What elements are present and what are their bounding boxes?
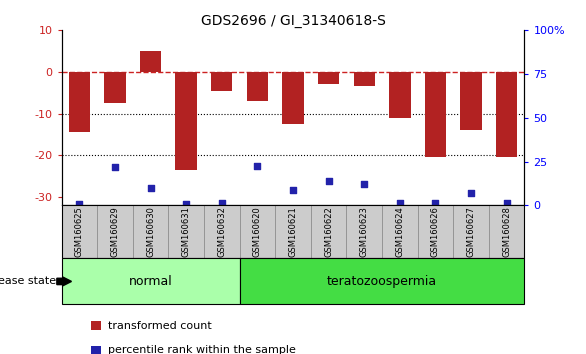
Bar	[104, 72, 125, 103]
Text: disease state: disease state	[0, 276, 56, 286]
Point	[324, 178, 333, 184]
Text: GSM160620: GSM160620	[253, 206, 262, 257]
Point	[146, 185, 155, 190]
Point	[360, 182, 369, 187]
Bar	[282, 72, 304, 124]
Point	[182, 201, 191, 206]
Text: GSM160632: GSM160632	[217, 206, 226, 257]
Text: GSM160628: GSM160628	[502, 206, 511, 257]
Text: GSM160630: GSM160630	[146, 206, 155, 257]
Point	[395, 200, 404, 206]
Bar	[247, 72, 268, 101]
Point	[502, 200, 512, 206]
Bar	[175, 72, 197, 170]
Text: teratozoospermia: teratozoospermia	[327, 275, 437, 288]
Bar	[140, 51, 161, 72]
Bar	[318, 72, 339, 84]
Text: normal: normal	[129, 275, 172, 288]
Point	[431, 200, 440, 206]
Bar	[69, 72, 90, 132]
Text: GSM160622: GSM160622	[324, 206, 333, 257]
Text: GSM160624: GSM160624	[396, 206, 404, 257]
Bar	[211, 72, 233, 91]
Point	[74, 201, 84, 206]
Bar	[461, 72, 482, 130]
Point	[466, 190, 476, 196]
Title: GDS2696 / GI_31340618-S: GDS2696 / GI_31340618-S	[200, 14, 386, 28]
Bar	[425, 72, 446, 157]
Bar	[496, 72, 517, 157]
Text: GSM160623: GSM160623	[360, 206, 369, 257]
Point	[288, 187, 298, 192]
Point	[110, 164, 120, 170]
Text: GSM160625: GSM160625	[75, 206, 84, 257]
Bar	[353, 72, 375, 86]
Point	[253, 163, 262, 169]
Text: GSM160627: GSM160627	[466, 206, 476, 257]
Text: percentile rank within the sample: percentile rank within the sample	[108, 346, 297, 354]
Text: GSM160626: GSM160626	[431, 206, 440, 257]
Bar	[389, 72, 411, 118]
Text: GSM160621: GSM160621	[288, 206, 298, 257]
Text: GSM160631: GSM160631	[182, 206, 190, 257]
Point	[217, 200, 226, 206]
Text: transformed count: transformed count	[108, 321, 212, 331]
Text: GSM160629: GSM160629	[110, 206, 120, 257]
